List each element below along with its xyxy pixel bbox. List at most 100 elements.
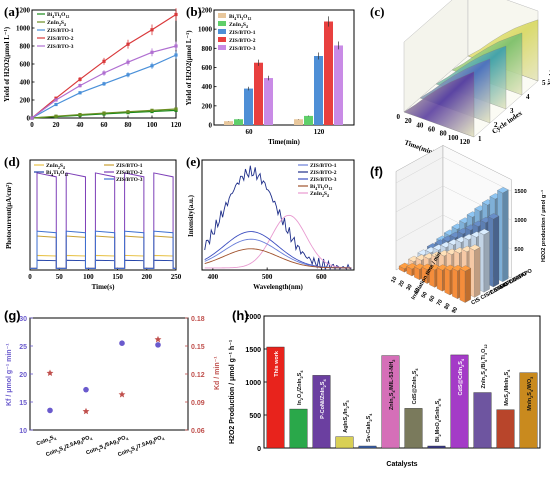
z-tick-label: 1500 [514,189,526,195]
x-tick-label: 40 [77,121,85,129]
bar-ZIS/BTO-1 [244,88,253,125]
chart-b: 0 200 400 600 800 1000 1200 Yield of H2O2(μmol … [185,7,355,146]
time-tick-label: 10 [390,276,398,284]
data-point [126,110,130,114]
x-tick-label: 400 [208,273,219,281]
x-tick-label: 200 [142,273,153,281]
y-tick-label: 200 [20,97,31,105]
y-tick-label: 1000 [245,380,261,387]
y-tick-label: 15 [19,400,27,407]
y-tick-label: 20 [19,372,27,379]
x-tick-label: CoIn2S4/5Ag3PO4 [85,434,130,457]
y-axis-label: Yield of H2O2(μmol L⁻¹) [185,30,193,106]
time-tick-label: 70 [436,299,444,307]
chart-g-svg: (g) 10 15 20 25 30 0.06 0.09 0.12 0.15 0.18 Kf / μ… [4,308,221,458]
y-tick-label: 1200 [16,7,31,15]
chart-h-svg: (h) 0 500 1000 1500 2000 H2O2 Production / μm… [229,308,541,468]
data-point [54,96,58,100]
y-tick-label: 0 [209,122,213,130]
data-point [174,44,178,48]
kd-point [82,407,90,415]
legend-label: ZIS/BTO-3 [47,44,74,50]
bar-ZIS/BTO-3 [264,78,273,125]
panel-d: (d) 0 50 100 150 200 250 Time(s) Photocurrent(μ… [2,152,182,302]
bar-top [487,213,500,220]
bar-1 [289,408,308,449]
y-axis-label: Kf / μmol g⁻¹ min⁻¹ [6,343,13,406]
kd-point [154,335,162,343]
time-tick-label: 0 [397,113,401,121]
bar-label: CdS@ZnIn2S4 [412,368,419,405]
ribbon-cycle-1 [403,71,475,138]
grid-line [395,156,512,192]
y-tick-label: 1200 [198,7,213,15]
data-point [174,53,178,57]
bar-ZIS/BTO-3 [334,45,343,126]
panel-b: (b) 0 200 400 600 800 1000 1200 Yield of H2O2(μ… [184,2,362,152]
kd-point [46,369,54,376]
bar-label: MoS2/MnIn2S4 [504,369,511,406]
data-point [102,59,106,63]
series-line-ZIS/BTO-3 [30,230,176,269]
y-tick-label: 10 [19,428,27,435]
time-tick-label: 40 [416,121,424,129]
y-axis-label: Yield of H2O2(μmol L⁻¹) [3,26,11,102]
legend-label: Bi4Ti3O12 [310,184,332,191]
bar-side [502,189,509,282]
x-axis-label: Time(s) [92,283,115,291]
panel-d-label: (d) [4,154,20,169]
chart-f-svg: (f) CIS/5APOCIS/7.5APOCIS/5APOCIS/2.5APO… [370,145,547,315]
legend-label: ZnIn2S4 [46,163,65,170]
bar-7 [427,445,446,449]
panel-g-label: (g) [4,308,21,323]
bar-5 [381,355,400,449]
bar-8 [450,354,469,449]
kf-point [83,386,89,393]
z-tick-label: 1000 [514,218,526,224]
bar-Bi4Ti3O12 [294,119,303,125]
panel-c-label: (c) [370,4,384,19]
panel-a-label: (a) [4,4,19,19]
panel-e-label: (e) [186,154,200,169]
x-tick-label: 500 [262,273,273,281]
time-tick-label: 80 [443,303,451,311]
x-tick-label: 120 [314,128,325,136]
legend-label: ZIS/BTO-1 [47,28,74,34]
x-tick-label: 120 [171,121,182,129]
bar-ZIS/BTO-2 [324,21,333,125]
x-tick-label: 600 [316,273,327,281]
y-tick-label: 400 [20,79,31,87]
y-tick-label: 1500 [245,347,261,354]
bar-ZnIn2S4 [304,115,313,125]
cycle-tick-label: 1 [478,135,482,143]
bar-top [469,244,481,251]
bar-front [452,268,458,299]
y2-tick-label: 0.18 [191,316,205,323]
bar-label: This work [274,350,280,377]
chart-b-svg: (b) 0 200 400 600 800 1000 1200 Yield of H2O2(μ… [185,4,355,146]
panel-a: (a) 0 20 40 60 80 100 120 0 200 400 600 800 1000 1200… [2,2,182,152]
series-line-ZIS/BTO-3 [204,231,352,269]
legend-label: ZIS/BTO-2 [116,170,143,176]
y-tick-label: 25 [19,344,27,351]
legend-label: Bi4Ti3O12 [47,12,69,19]
time-tick-label: 30 [405,284,413,292]
bar-front [436,267,443,292]
legend-label: ZIS/BTO-3 [310,177,337,183]
kf-point [47,407,53,414]
panel-e: (e) 400 500 600 Wavelength(nm) Intensity(a.u… [184,152,362,302]
bar-4 [358,445,377,449]
legend-label: ZnIn2S4 [310,191,329,198]
time-tick-label: 20 [405,117,413,125]
legend-label: ZIS/BTO-2 [47,36,74,42]
kd-point [118,390,126,398]
series-line-ZnIn2S4 [204,214,352,269]
panel-f: (f) CIS/5APO CIS/7.5APO CIS/5APO CIS/2.5APO… [364,145,548,315]
bar-side [483,231,490,293]
bar-ZIS/BTO-2 [254,62,263,125]
y-tick-label: 1000 [198,26,213,34]
bar-side [493,215,500,288]
chart-e-svg: (e) 400 500 600 Wavelength(nm) Intensity(a.u… [186,154,355,291]
